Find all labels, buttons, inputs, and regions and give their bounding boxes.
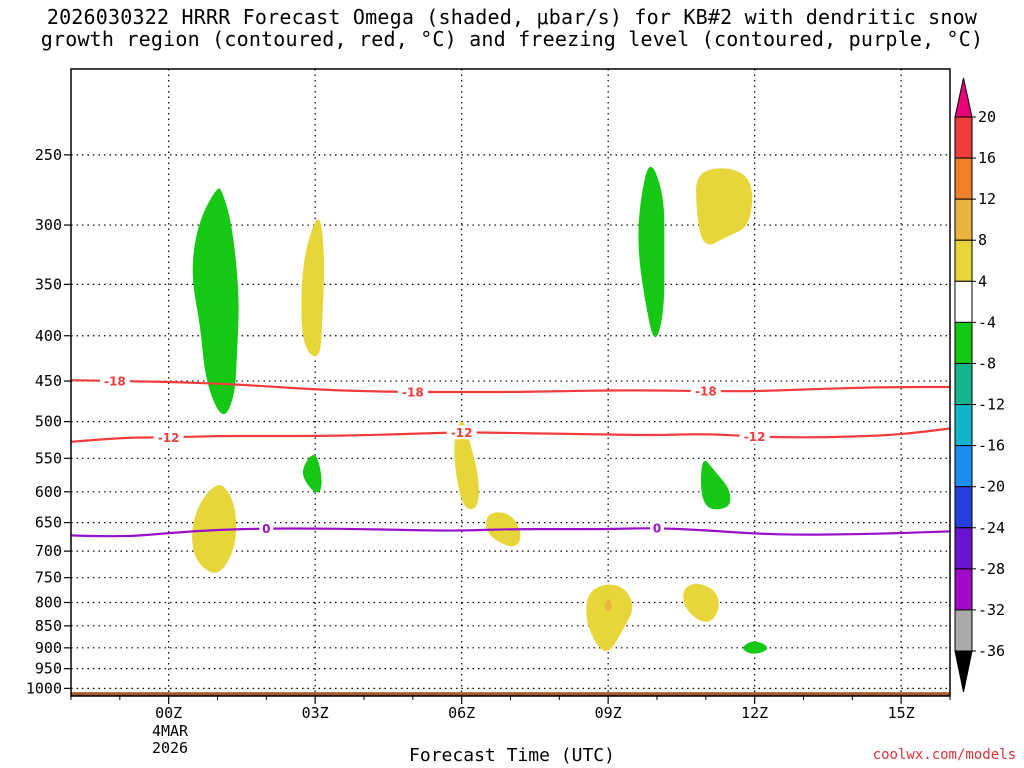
x-tick-label: 15Z	[888, 704, 915, 722]
x-tick-label: 12Z	[741, 704, 768, 722]
colorbar-swatch	[954, 609, 973, 652]
colorbar-label: -24	[978, 519, 1005, 537]
colorbar-label: -16	[978, 437, 1005, 455]
contour-label-bg	[446, 425, 477, 440]
colorbar-swatch	[954, 568, 973, 611]
contour-label-bg	[99, 374, 130, 389]
omega-region	[696, 168, 753, 245]
contour-label: -18	[402, 386, 424, 400]
y-tick-label: 950	[35, 660, 62, 678]
y-tick-label: 350	[35, 275, 62, 293]
contour-label: -12	[451, 426, 473, 440]
y-tick-label: 550	[35, 449, 62, 467]
temperature-contours: -18 -18 -18 -12 -12 -12 0 0	[71, 374, 950, 538]
colorbar-swatch	[954, 116, 973, 159]
omega-region	[683, 583, 719, 622]
omega-region	[743, 641, 768, 654]
y-tick-label: 450	[35, 372, 62, 390]
omega-region	[302, 455, 322, 493]
y-tick-label: 500	[35, 413, 62, 431]
omega-region	[604, 599, 612, 612]
colorbar-label: -12	[978, 396, 1005, 414]
ground-band	[71, 692, 950, 696]
colorbar-swatch	[954, 280, 973, 323]
contour-line	[71, 427, 950, 443]
contour-label: -18	[695, 385, 717, 399]
x-tick-label: 03Z	[302, 704, 329, 722]
colorbar-label: 12	[978, 190, 996, 208]
colorbar-swatch	[954, 404, 973, 447]
omega-region	[586, 584, 633, 651]
colorbar-swatch	[954, 527, 973, 570]
colorbar-label: -28	[978, 560, 1005, 578]
colorbar-swatch	[954, 321, 973, 364]
y-tick-label: 700	[35, 542, 62, 560]
colorbar-swatch	[954, 362, 973, 406]
y-tick-label: 400	[35, 327, 62, 345]
y-tick-label: 300	[35, 216, 62, 234]
colorbar-swatch	[954, 239, 973, 282]
y-tick-label: 1000	[26, 679, 62, 697]
colorbar-bottom-arrow	[954, 650, 973, 693]
y-tick-label: 800	[35, 594, 62, 612]
grid-lines	[71, 69, 950, 696]
contour-label-bg	[397, 385, 428, 400]
contour-label: -12	[744, 430, 766, 444]
omega-region	[701, 460, 731, 510]
contour-label-bg	[259, 521, 274, 536]
contour-label-bg	[739, 429, 770, 444]
contour-label: -18	[104, 375, 126, 389]
y-tick-label: 750	[35, 569, 62, 587]
omega-region	[301, 219, 325, 357]
omega-region	[192, 484, 237, 573]
contour-label-bg	[153, 430, 184, 445]
contour-line	[71, 379, 950, 394]
x-axis-label: Forecast Time (UTC)	[409, 745, 615, 766]
y-tick-label: 600	[35, 483, 62, 501]
omega-region	[192, 188, 239, 415]
x-axis-date-day: 4MAR	[151, 722, 189, 740]
contour-label: -12	[158, 431, 180, 445]
omega-shading	[192, 166, 768, 654]
y-tick-label: 250	[35, 146, 62, 164]
colorbar-label: 20	[978, 108, 996, 126]
omega-region	[454, 421, 479, 510]
axis-ticks: 250 300 350 400 450 500 550 600 650 700 750 800 850 9…	[26, 146, 951, 722]
y-tick-label: 900	[35, 639, 62, 657]
contour-label: 0	[262, 522, 270, 536]
contour-label-bg	[690, 384, 721, 399]
contour-label-bg	[650, 520, 664, 535]
ground-layer	[71, 692, 950, 696]
colorbar-swatch	[954, 445, 973, 488]
contour-label: 0	[653, 521, 661, 535]
x-axis-date-year: 2026	[151, 739, 189, 757]
colorbar-top-arrow	[954, 77, 973, 118]
omega-region	[638, 166, 665, 338]
y-tick-label: 850	[35, 617, 62, 635]
colorbar-label: 4	[978, 272, 987, 290]
chart-title: 2026030322 HRRR Forecast Omega (shaded, …	[40, 5, 984, 51]
colorbar-label: -32	[978, 601, 1005, 619]
site-credit: coolwx.com/models	[872, 747, 1016, 763]
colorbar-label: -8	[978, 354, 996, 372]
x-tick-label: 09Z	[595, 704, 622, 722]
y-tick-label: 650	[35, 514, 62, 532]
colorbar-swatch	[954, 157, 973, 200]
colorbar-label: -36	[978, 642, 1005, 660]
colorbar: 20 16 12 8 4 -4 -8 -12 -16 -20 -24 -28 -32 -36	[954, 77, 1005, 693]
colorbar-swatch	[954, 486, 973, 529]
colorbar-label: 16	[978, 149, 996, 167]
colorbar-label: -20	[978, 478, 1005, 496]
contour-line	[71, 527, 950, 538]
x-tick-label: 06Z	[448, 704, 475, 722]
colorbar-label: -4	[978, 313, 996, 331]
x-tick-label: 00Z	[155, 704, 182, 722]
colorbar-swatch	[954, 198, 973, 241]
colorbar-label: 8	[978, 231, 987, 249]
